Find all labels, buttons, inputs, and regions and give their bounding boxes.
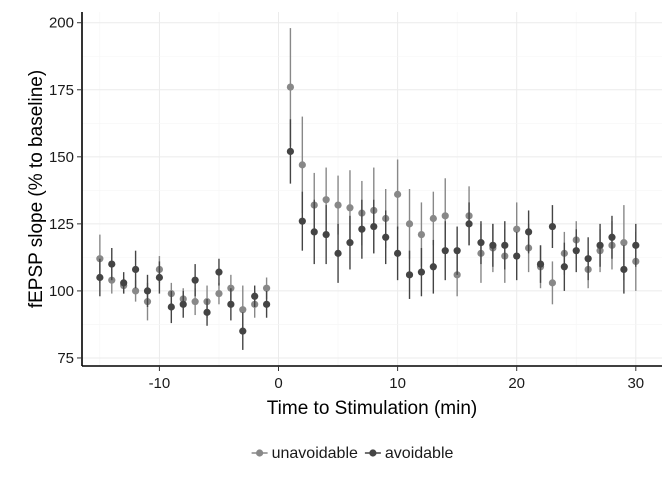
data-point	[215, 289, 223, 298]
data-point	[191, 276, 199, 284]
data-point	[465, 220, 473, 228]
x-tick-label: 0	[274, 375, 282, 392]
data-point	[429, 263, 437, 271]
data-point	[298, 217, 306, 225]
data-point	[513, 252, 521, 260]
data-point	[179, 300, 187, 308]
y-tick-label: 75	[57, 350, 74, 367]
data-point	[358, 225, 366, 233]
data-point	[632, 241, 640, 249]
y-tick-label: 175	[49, 82, 74, 99]
data-point	[405, 271, 414, 279]
data-point	[191, 298, 199, 306]
data-point	[262, 284, 271, 292]
data-point	[596, 241, 604, 249]
data-point	[417, 230, 426, 239]
axes	[81, 12, 662, 367]
data-point	[560, 263, 568, 271]
y-tick-label: 100	[49, 283, 74, 300]
x-tick-label: 30	[627, 375, 644, 392]
data-point	[548, 279, 557, 287]
data-point	[310, 228, 318, 236]
data-point	[382, 233, 390, 241]
legend-label: avoidable	[385, 445, 454, 462]
legend-key-point	[256, 449, 264, 457]
data-point	[131, 265, 140, 274]
data-point	[584, 255, 592, 263]
x-tick-label: 20	[508, 375, 525, 392]
data-point	[417, 268, 426, 276]
x-tick-label: -10	[149, 375, 171, 392]
data-point	[215, 268, 223, 276]
data-point	[298, 161, 306, 169]
data-point	[96, 273, 104, 282]
data-point	[251, 292, 259, 300]
y-axis-title: fEPSP slope (% to baseline)	[26, 70, 47, 308]
data-point	[346, 239, 354, 247]
data-point	[620, 265, 628, 274]
legend-key-point	[369, 449, 377, 457]
legend-label: unavoidable	[272, 445, 358, 462]
data-point	[227, 300, 235, 308]
y-tick-label: 150	[49, 149, 74, 166]
data-point	[203, 308, 211, 316]
series-unavoidable	[96, 28, 640, 334]
tick-labels: -10 0 10 20 30 75 100 125 150 175 200	[49, 15, 644, 392]
data-point	[394, 249, 402, 257]
y-tick-label: 125	[49, 216, 74, 233]
data-point	[167, 303, 175, 311]
data-point	[334, 201, 342, 209]
data-point	[120, 279, 128, 287]
data-point	[620, 239, 628, 247]
data-point	[370, 222, 378, 231]
data-point	[262, 300, 271, 308]
data-point	[453, 247, 461, 255]
series-avoidable	[96, 119, 640, 350]
data-point	[286, 83, 295, 91]
data-point	[536, 260, 545, 268]
data-point	[548, 222, 557, 231]
data-point	[334, 249, 342, 257]
data-point	[501, 241, 509, 249]
x-tick-label: 10	[389, 375, 406, 392]
data-point	[441, 212, 449, 220]
data-point	[322, 196, 330, 204]
data-point	[608, 233, 616, 241]
data-point	[131, 287, 140, 295]
data-point	[489, 241, 497, 249]
legend: unavoidable avoidable	[251, 445, 454, 462]
data-point	[572, 247, 580, 255]
data-point	[239, 306, 247, 314]
x-axis-title: Time to Stimulation (min)	[267, 398, 477, 419]
data-point	[394, 190, 402, 198]
data-point	[346, 204, 354, 212]
data-point	[441, 247, 449, 255]
data-point	[108, 260, 116, 268]
data-point	[513, 225, 521, 233]
data-point	[477, 239, 485, 247]
data-point	[322, 230, 330, 239]
plot-series	[96, 28, 640, 350]
data-point	[286, 147, 295, 156]
data-point	[405, 220, 414, 228]
data-point	[525, 228, 533, 236]
data-point	[155, 273, 164, 282]
data-point	[429, 214, 437, 223]
data-point	[239, 327, 247, 335]
y-tick-label: 200	[49, 15, 74, 32]
data-point	[143, 287, 152, 295]
grid	[82, 12, 662, 366]
